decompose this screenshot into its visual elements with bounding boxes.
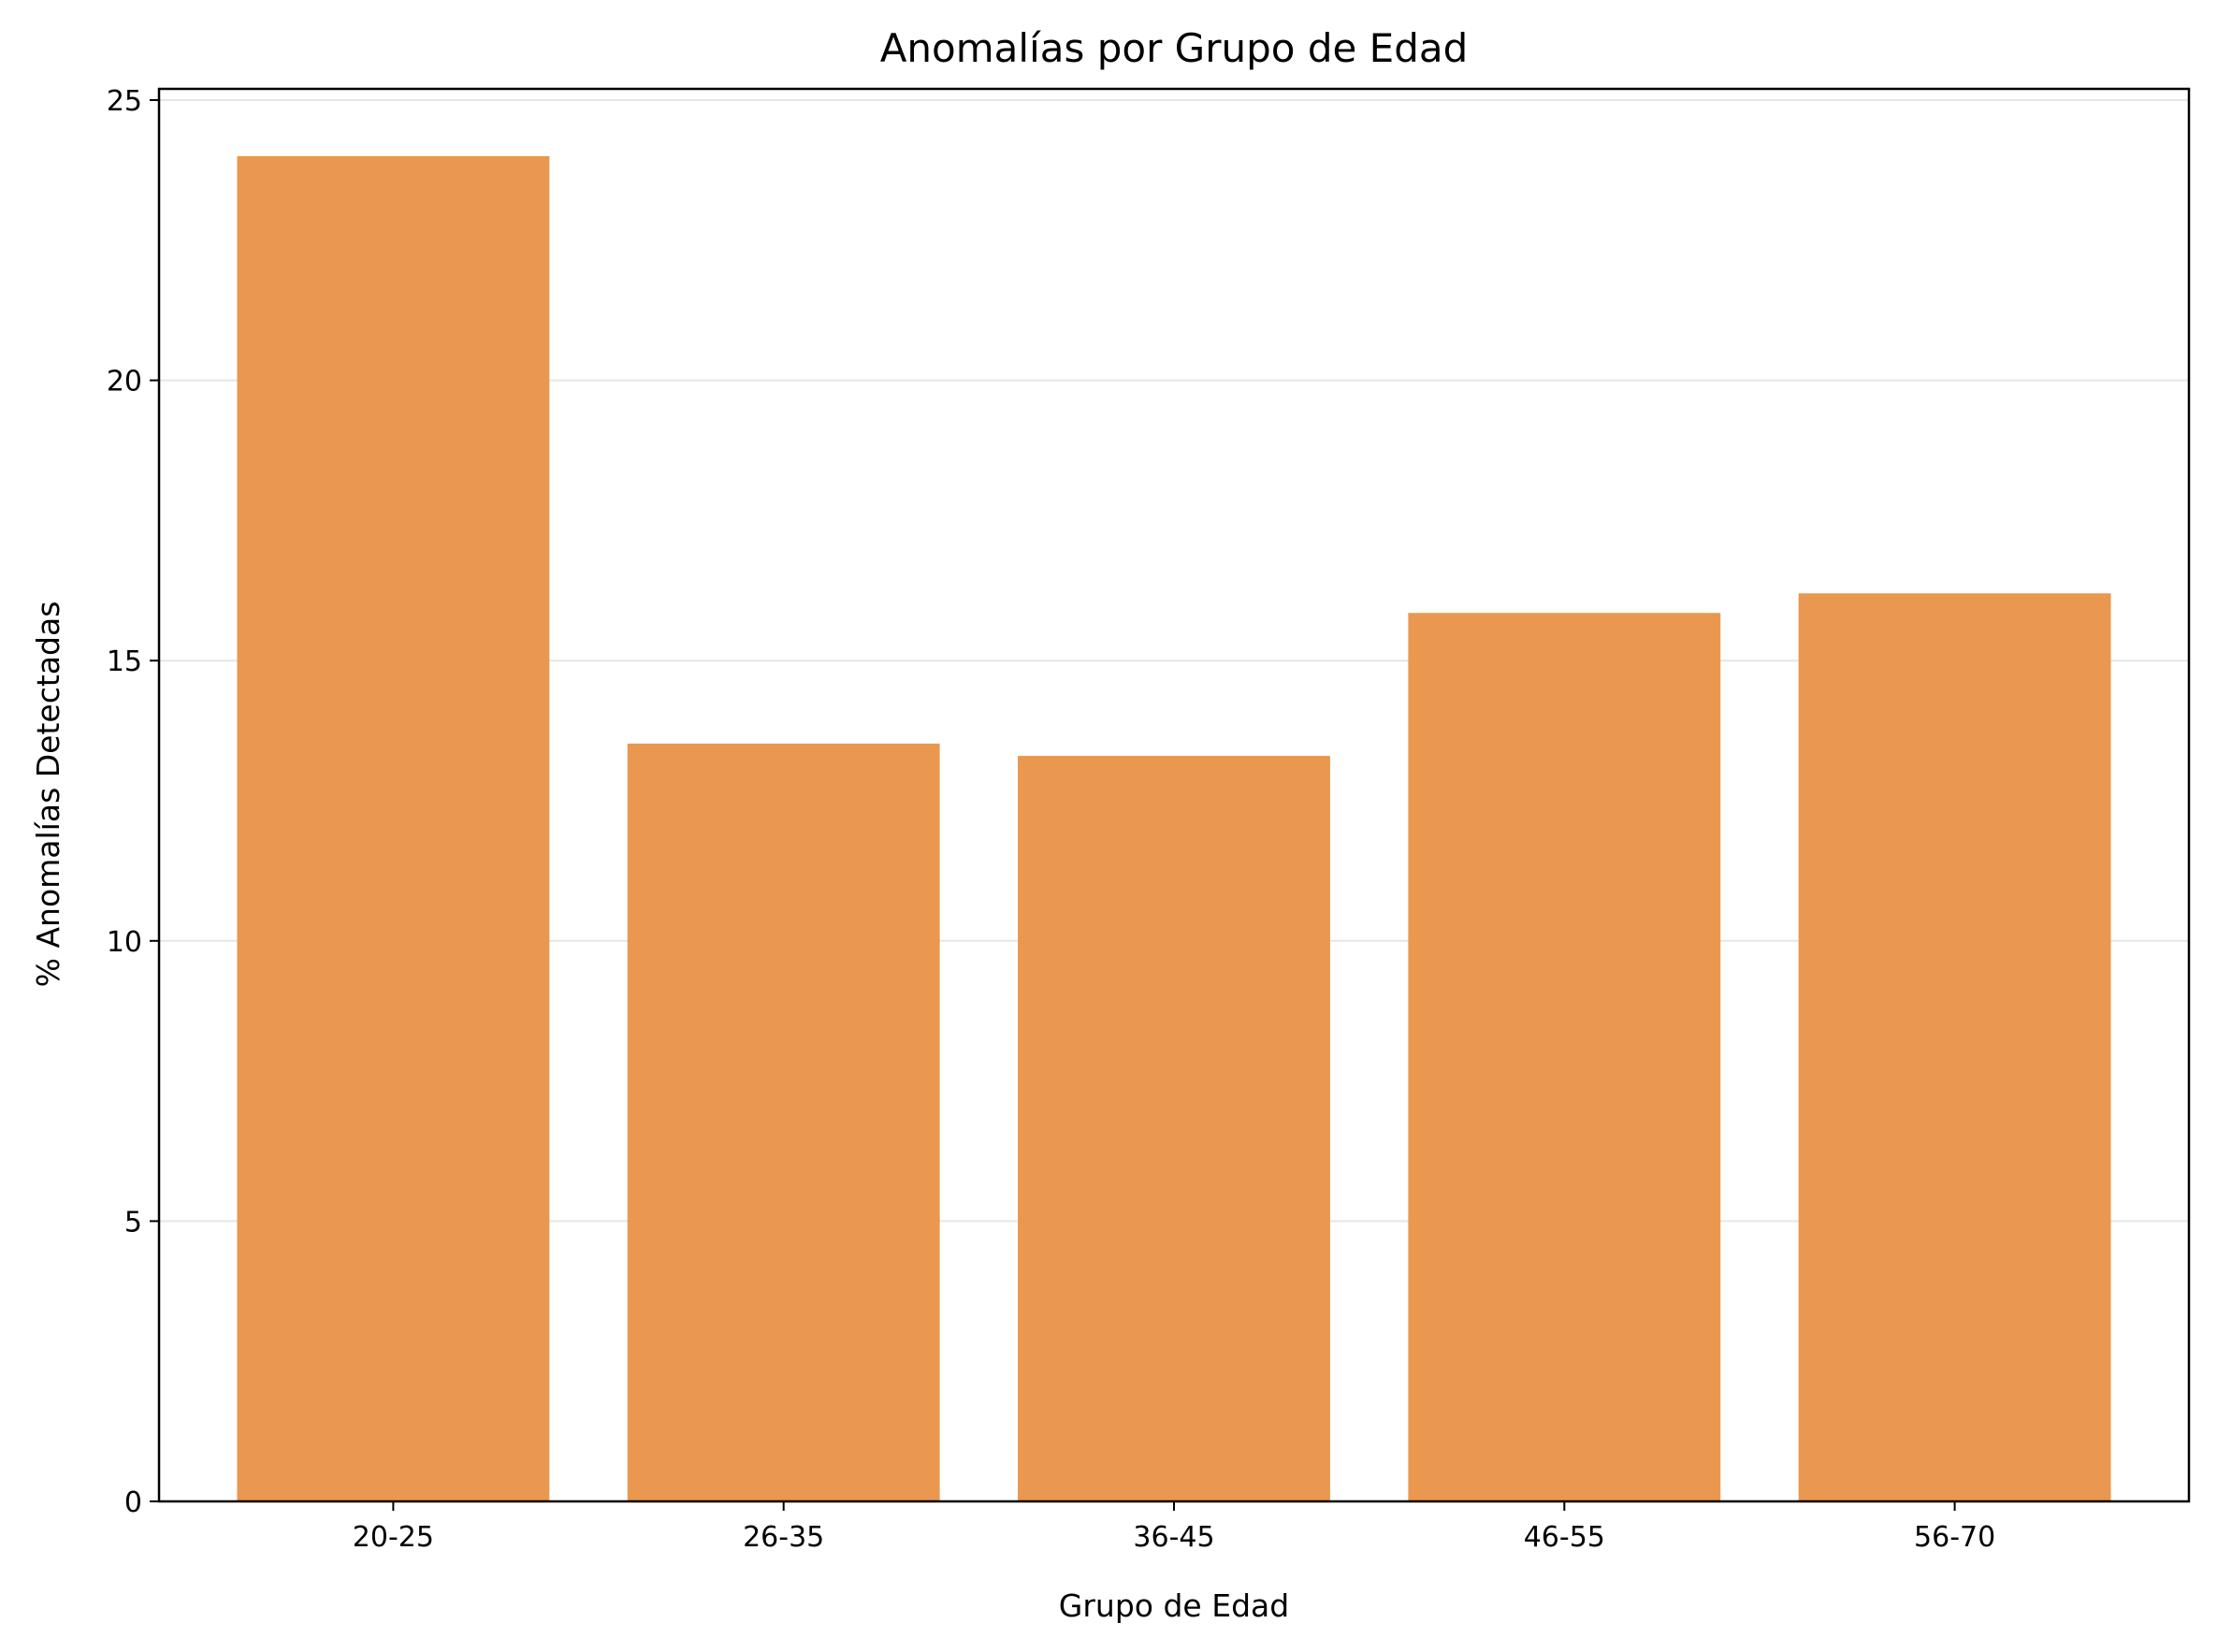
x-tick-label: 26-35 (743, 1521, 824, 1554)
x-axis-label: Grupo de Edad (1059, 1587, 1289, 1624)
x-tick-label: 20-25 (353, 1521, 434, 1554)
y-axis-label: % Anomalías Detectadas (30, 601, 66, 988)
bar-56-70 (1798, 593, 2111, 1501)
y-tick-label: 15 (107, 645, 142, 678)
chart-title: Anomalías por Grupo de Edad (880, 25, 1469, 71)
x-tick-label: 36-45 (1133, 1521, 1214, 1554)
bar-46-55 (1408, 613, 1721, 1501)
x-ticks: 20-25 26-35 36-45 46-55 56-70 (353, 1501, 1995, 1554)
x-tick-label: 46-55 (1524, 1521, 1605, 1554)
bar-26-35 (627, 743, 940, 1501)
bar-36-45 (1018, 756, 1330, 1501)
bars (237, 155, 2111, 1501)
bar-20-25 (237, 155, 550, 1501)
y-tick-label: 20 (107, 366, 142, 399)
y-tick-label: 5 (124, 1206, 142, 1239)
y-tick-label: 25 (107, 85, 142, 118)
y-ticks: 0 5 10 15 20 25 (107, 85, 159, 1519)
y-tick-label: 10 (107, 926, 142, 959)
x-tick-label: 56-70 (1914, 1521, 1995, 1554)
y-tick-label: 0 (124, 1486, 142, 1519)
